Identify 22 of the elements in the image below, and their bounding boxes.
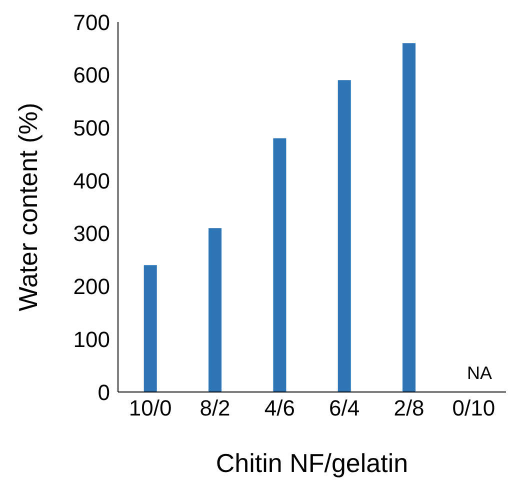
x-tick-label: 8/2 <box>200 396 230 421</box>
y-tick-label: 300 <box>73 221 110 246</box>
y-tick-label: 0 <box>98 380 110 405</box>
bar <box>144 265 157 392</box>
y-tick-label: 600 <box>73 62 110 88</box>
y-tick-label: 400 <box>73 168 110 194</box>
x-tick-label: 4/6 <box>264 396 295 421</box>
x-axis-title: Chitin NF/gelatin <box>216 448 408 478</box>
x-tick-label: 6/4 <box>329 396 360 421</box>
x-tick-label: 0/10 <box>452 396 496 421</box>
y-axis-title: Water content (%) <box>13 102 44 312</box>
annotation: NA <box>466 363 492 384</box>
y-tick-label: 700 <box>73 10 110 35</box>
y-tick-label: 200 <box>73 274 110 300</box>
bar <box>208 228 222 392</box>
bar <box>273 138 286 392</box>
bar <box>338 80 351 392</box>
x-tick-label: 2/8 <box>394 396 424 421</box>
y-tick-label: 500 <box>73 116 110 141</box>
x-tick-label: 10/0 <box>128 396 172 421</box>
y-tick-label: 100 <box>73 326 110 352</box>
bar <box>402 43 416 392</box>
